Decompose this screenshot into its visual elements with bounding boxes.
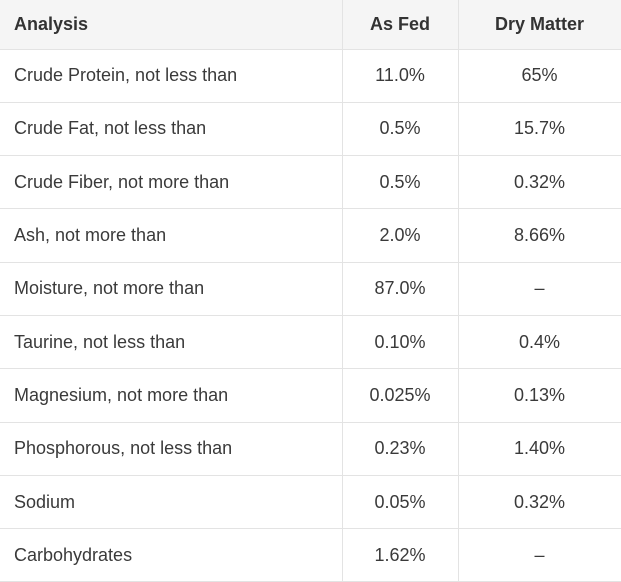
table-body: Crude Protein, not less than 11.0% 65% C… bbox=[0, 49, 621, 582]
table-header: Analysis As Fed Dry Matter bbox=[0, 0, 621, 50]
table-row: Crude Protein, not less than 11.0% 65% bbox=[0, 49, 621, 103]
cell-dry-matter: 0.13% bbox=[458, 368, 621, 423]
cell-analysis: Crude Fat, not less than bbox=[0, 102, 343, 157]
cell-as-fed: 0.23% bbox=[342, 422, 459, 476]
cell-analysis: Carbohydrates bbox=[0, 528, 343, 582]
cell-as-fed: 0.10% bbox=[342, 315, 459, 370]
cell-dry-matter: 1.40% bbox=[458, 422, 621, 476]
table-row: Ash, not more than 2.0% 8.66% bbox=[0, 208, 621, 263]
table-row: Taurine, not less than 0.10% 0.4% bbox=[0, 315, 621, 370]
cell-analysis: Sodium bbox=[0, 475, 343, 530]
table-row: Magnesium, not more than 0.025% 0.13% bbox=[0, 368, 621, 423]
table-row: Crude Fiber, not more than 0.5% 0.32% bbox=[0, 155, 621, 210]
cell-analysis: Crude Protein, not less than bbox=[0, 49, 343, 103]
cell-as-fed: 0.5% bbox=[342, 102, 459, 157]
table-row: Crude Fat, not less than 0.5% 15.7% bbox=[0, 102, 621, 157]
cell-dry-matter: 65% bbox=[458, 49, 621, 103]
cell-dry-matter: 0.32% bbox=[458, 155, 621, 210]
cell-dry-matter: – bbox=[458, 262, 621, 316]
cell-analysis: Phosphorous, not less than bbox=[0, 422, 343, 476]
table-row: Moisture, not more than 87.0% – bbox=[0, 262, 621, 316]
cell-dry-matter: 15.7% bbox=[458, 102, 621, 157]
cell-analysis: Crude Fiber, not more than bbox=[0, 155, 343, 210]
cell-analysis: Taurine, not less than bbox=[0, 315, 343, 370]
header-as-fed: As Fed bbox=[342, 0, 459, 50]
cell-analysis: Magnesium, not more than bbox=[0, 368, 343, 423]
cell-analysis: Ash, not more than bbox=[0, 208, 343, 263]
cell-as-fed: 11.0% bbox=[342, 49, 459, 103]
header-row: Analysis As Fed Dry Matter bbox=[0, 0, 621, 50]
table-row: Sodium 0.05% 0.32% bbox=[0, 475, 621, 530]
cell-as-fed: 0.025% bbox=[342, 368, 459, 423]
cell-dry-matter: 8.66% bbox=[458, 208, 621, 263]
cell-dry-matter: 0.4% bbox=[458, 315, 621, 370]
cell-as-fed: 87.0% bbox=[342, 262, 459, 316]
cell-as-fed: 1.62% bbox=[342, 528, 459, 582]
header-analysis: Analysis bbox=[0, 0, 343, 50]
cell-as-fed: 0.5% bbox=[342, 155, 459, 210]
cell-as-fed: 2.0% bbox=[342, 208, 459, 263]
cell-dry-matter: 0.32% bbox=[458, 475, 621, 530]
table-row: Carbohydrates 1.62% – bbox=[0, 528, 621, 582]
header-dry-matter: Dry Matter bbox=[458, 0, 621, 50]
cell-dry-matter: – bbox=[458, 528, 621, 582]
cell-analysis: Moisture, not more than bbox=[0, 262, 343, 316]
table-row: Phosphorous, not less than 0.23% 1.40% bbox=[0, 422, 621, 476]
cell-as-fed: 0.05% bbox=[342, 475, 459, 530]
